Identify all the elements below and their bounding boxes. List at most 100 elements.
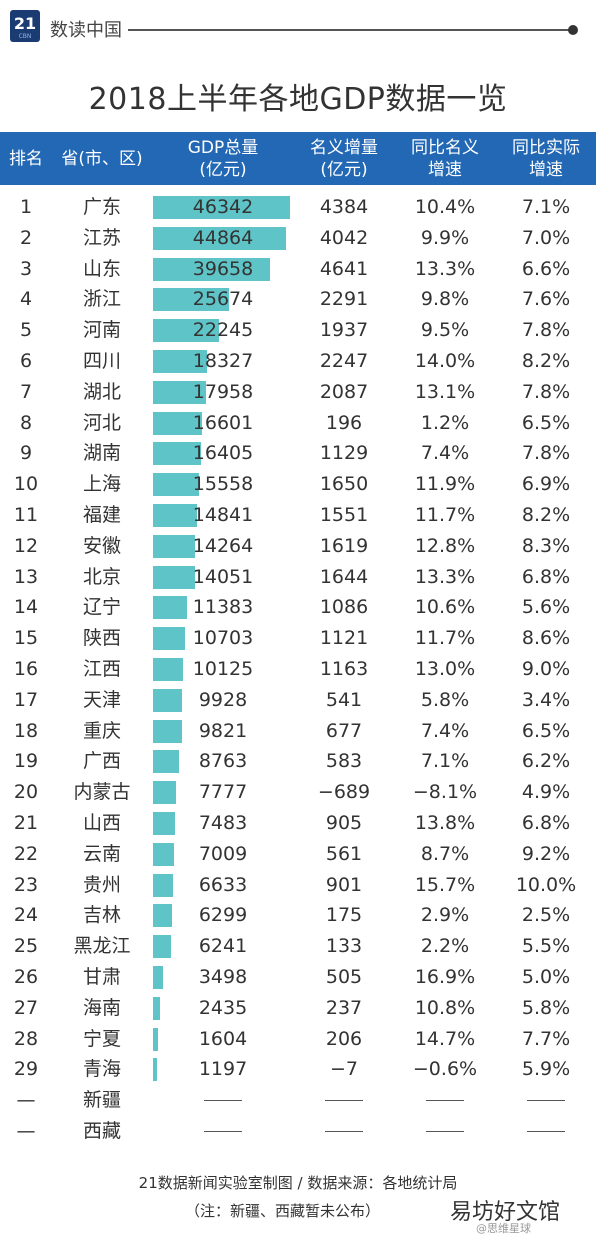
- increment-cell: 175: [325, 904, 363, 927]
- nominal-growth-cell: 10.4%: [414, 196, 476, 218]
- table-row: 14 辽宁 11383 1086 10.6% 5.6%: [0, 592, 596, 623]
- real-growth-cell: 8.2%: [521, 350, 571, 372]
- region-cell: 新疆: [82, 1089, 121, 1112]
- gdp-value-label: 7777: [198, 781, 248, 804]
- real-growth-cell: 7.8%: [521, 319, 571, 342]
- increment-cell: 1121: [319, 627, 369, 650]
- region-cell: 浙江: [82, 288, 121, 311]
- table-row: 7 湖北 17958 2087 13.1% 7.8%: [0, 377, 596, 408]
- table-row: 23 贵州 6633 901 15.7% 10.0%: [0, 870, 596, 901]
- table-row: 8 河北 16601 196 1.2% 6.5%: [0, 408, 596, 439]
- real-growth-cell: 7.1%: [521, 196, 571, 218]
- footer-source: 21数据新闻实验室制图 / 数据来源：各地统计局: [138, 1174, 458, 1192]
- rank-cell: 26: [13, 966, 39, 988]
- nominal-growth-cell: 11.7%: [414, 504, 476, 526]
- gdp-bar: [153, 873, 173, 897]
- rank-cell: 16: [13, 658, 39, 680]
- header: 21 CBN 数读中国: [0, 0, 596, 60]
- gdp-value-label: 7483: [198, 812, 248, 834]
- gdp-value-label: 46342: [192, 196, 254, 218]
- table-row: 24 吉林 6299 175 2.9% 2.5%: [0, 900, 596, 931]
- region-cell: 河南: [82, 319, 121, 342]
- region-cell: 湖北: [82, 380, 121, 403]
- gdp-value-label: 39658: [192, 257, 254, 280]
- nominal-growth-cell: 14.7%: [414, 1027, 476, 1050]
- table-row: 27 海南 2435 237 10.8% 5.8%: [0, 993, 596, 1024]
- table-row: 4 浙江 25674 2291 9.8% 7.6%: [0, 284, 596, 315]
- table-row: 29 青海 1197 −7 −0.6% 5.9%: [0, 1054, 596, 1085]
- region-cell: 上海: [82, 473, 121, 496]
- nominal-growth-cell: −8.1%: [412, 781, 478, 804]
- empty-dash: [426, 1130, 464, 1133]
- real-growth-cell: 8.2%: [521, 504, 571, 526]
- gdp-value-label: 22245: [192, 319, 254, 342]
- gdp-value-label: 11383: [192, 596, 254, 619]
- rank-cell: 3: [19, 257, 33, 280]
- gdp-bar: [153, 442, 202, 466]
- watermark-sub: @思维星球: [476, 1222, 531, 1235]
- empty-dash: [325, 1099, 363, 1102]
- gdp-value-label: 14841: [192, 504, 254, 526]
- rank-cell: 25: [13, 935, 39, 958]
- real-growth-empty: [496, 1085, 596, 1116]
- empty-dash: [204, 1099, 242, 1102]
- table-row: 26 甘肃 3498 505 16.9% 5.0%: [0, 962, 596, 993]
- col-header-gdp: GDP总量 (亿元): [187, 137, 259, 180]
- region-cell: 北京: [82, 565, 121, 588]
- rank-cell: 19: [13, 750, 39, 773]
- col-header-nominal-growth: 同比名义 增速: [411, 137, 479, 180]
- watermark-site: 易坊好文馆: [446, 1194, 565, 1226]
- real-growth-empty: [496, 1116, 596, 1147]
- gdp-value-label: 2435: [198, 996, 248, 1019]
- gdp-bar: [153, 196, 290, 219]
- gdp-bar: [153, 596, 187, 620]
- real-growth-cell: 6.8%: [521, 812, 571, 834]
- rank-cell: 23: [13, 873, 39, 896]
- region-cell: 湖南: [82, 442, 121, 465]
- rank-cell: 22: [13, 842, 39, 865]
- gdp-bar: [153, 380, 207, 404]
- rank-cell: 17: [13, 688, 39, 711]
- increment-cell: 2291: [319, 288, 369, 311]
- gdp-value-label: 8763: [198, 750, 248, 773]
- gdp-value-label: 44864: [192, 226, 254, 249]
- col-header-region: 省(市、区): [61, 148, 143, 169]
- rank-cell: 7: [19, 380, 33, 403]
- table-row: 17 天津 9928 541 5.8% 3.4%: [0, 685, 596, 716]
- gdp-value-label: 14051: [192, 565, 254, 588]
- nominal-growth-cell: −0.6%: [412, 1058, 478, 1081]
- gdp-bar: [153, 750, 179, 774]
- nominal-growth-cell: 5.8%: [420, 688, 470, 711]
- real-growth-cell: 5.8%: [521, 996, 571, 1019]
- nominal-growth-cell: 14.0%: [414, 350, 476, 372]
- gdp-value-label: 15558: [192, 473, 254, 496]
- gdp-bar: [153, 288, 229, 312]
- nominal-growth-cell: 7.1%: [420, 750, 470, 773]
- gdp-value-label: 1197: [198, 1058, 248, 1081]
- nominal-growth-cell: 16.9%: [414, 966, 476, 988]
- col-header-rank: 排名: [9, 148, 43, 169]
- nominal-growth-cell: 8.7%: [420, 842, 470, 865]
- empty-dash: [204, 1130, 242, 1133]
- header-rule: [128, 29, 572, 31]
- table-row: 9 湖南 16405 1129 7.4% 7.8%: [0, 438, 596, 469]
- increment-empty: [294, 1116, 394, 1147]
- nominal-growth-cell: 10.8%: [414, 996, 476, 1019]
- nominal-growth-empty: [394, 1085, 496, 1116]
- chart-title: 2018上半年各地GDP数据一览: [88, 82, 508, 117]
- gdp-bar: [153, 658, 183, 681]
- gdp-value-label: 6633: [198, 873, 248, 896]
- gdp-bar: [153, 565, 195, 589]
- table-row: 6 四川 18327 2247 14.0% 8.2%: [0, 346, 596, 377]
- region-cell: 吉林: [82, 904, 121, 927]
- table-row: 21 山西 7483 905 13.8% 6.8%: [0, 808, 596, 839]
- region-cell: 辽宁: [82, 596, 121, 619]
- region-cell: 山西: [82, 812, 121, 834]
- table-row: 10 上海 15558 1650 11.9% 6.9%: [0, 469, 596, 500]
- gdp-empty: [153, 1116, 293, 1147]
- increment-cell: 561: [325, 842, 363, 865]
- region-cell: 广东: [82, 196, 121, 218]
- gdp-value-label: 10125: [192, 658, 254, 680]
- table-row: 2 江苏 44864 4042 9.9% 7.0%: [0, 223, 596, 254]
- gdp-bar: [153, 226, 286, 250]
